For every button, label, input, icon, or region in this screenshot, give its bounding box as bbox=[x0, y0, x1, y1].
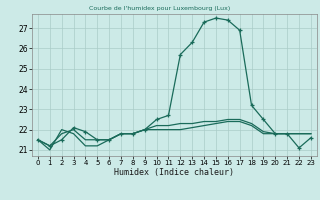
X-axis label: Humidex (Indice chaleur): Humidex (Indice chaleur) bbox=[115, 168, 234, 177]
Text: Courbe de l'humidex pour Luxembourg (Lux): Courbe de l'humidex pour Luxembourg (Lux… bbox=[89, 6, 231, 11]
